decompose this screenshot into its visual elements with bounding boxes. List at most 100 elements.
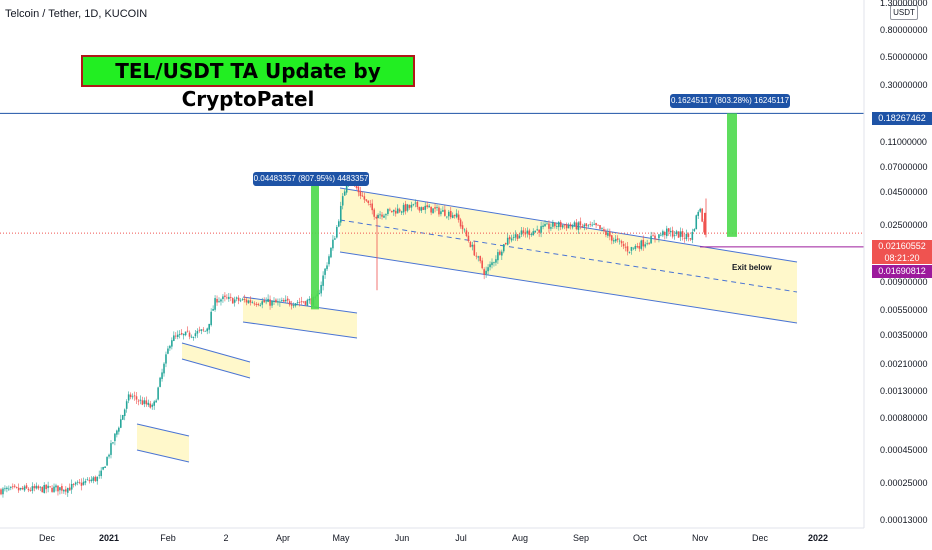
candle-body [100, 470, 102, 477]
candle-body [324, 268, 326, 275]
candle-body [391, 210, 393, 213]
time-axis-label: Jun [394, 533, 410, 543]
candle-body [357, 186, 360, 193]
candle-body [622, 243, 625, 247]
candle-body [290, 304, 293, 306]
candle-body [504, 243, 507, 245]
candle-body [65, 489, 67, 492]
candle-body [660, 234, 662, 236]
candle-body [473, 244, 476, 256]
candle-body [387, 209, 389, 214]
candle-body [534, 230, 537, 233]
candle-body [693, 229, 696, 232]
candle-body [557, 222, 560, 228]
candle-body [220, 299, 222, 302]
candle-body [552, 221, 554, 227]
candle-body [94, 476, 97, 481]
candle-body [155, 400, 157, 403]
candle-body [341, 196, 344, 206]
candle-body [267, 298, 269, 302]
candle-body [428, 205, 430, 208]
measure-label-1[interactable]: 0.04483357 (807.95%) 4483357 [253, 172, 369, 186]
time-axis-label: Feb [160, 533, 176, 543]
candle-body [41, 486, 44, 493]
candle-body [581, 226, 584, 228]
candle-body [479, 256, 482, 262]
candle-body [514, 234, 517, 238]
candle-body [385, 214, 387, 216]
candle-body [665, 228, 668, 237]
candle-body [528, 230, 531, 236]
candle-body [68, 487, 71, 491]
candle-body [556, 226, 558, 227]
candle-body [110, 443, 112, 455]
candle-body [208, 323, 210, 330]
candle-body [59, 487, 61, 491]
candle-body [273, 300, 275, 302]
candle-body [241, 299, 244, 300]
candle-body [652, 235, 654, 237]
candle-body [612, 240, 615, 242]
candle-body [691, 231, 694, 240]
candle-body [169, 345, 171, 349]
price-axis-label: 0.00900000 [880, 277, 928, 288]
candle-body [373, 209, 375, 217]
candle-body [630, 247, 633, 251]
candle-body [318, 293, 320, 295]
projection-bar-2 [727, 113, 737, 237]
candle-body [218, 300, 220, 302]
candle-body [339, 205, 342, 223]
candle-body [526, 230, 529, 234]
candle-body [263, 300, 265, 303]
candle-body [304, 301, 307, 305]
candle-body [577, 222, 580, 230]
candle-body [120, 419, 122, 428]
candle-body [540, 226, 542, 233]
candle-body [416, 201, 419, 208]
candle-body [8, 488, 10, 490]
candle-body [231, 298, 234, 304]
candle-body [418, 206, 421, 211]
candle-body [467, 235, 470, 242]
candle-body [259, 304, 262, 306]
candle-body [66, 488, 69, 493]
candle-body [84, 480, 87, 483]
title-banner: TEL/USDT TA Update by CryptoPatel [81, 55, 415, 111]
time-axis-label: Dec [751, 533, 769, 543]
candle-body [190, 336, 193, 338]
candle-body [675, 231, 678, 235]
candle-body [573, 222, 576, 227]
candle-body [277, 301, 279, 303]
candle-body [463, 229, 466, 231]
candle-body [404, 203, 407, 212]
price-axis-label: 0.00210000 [880, 358, 928, 369]
candle-body [396, 208, 399, 214]
candle-body [255, 303, 258, 305]
time-axis-label: Oct [632, 533, 648, 543]
candle-body [15, 487, 18, 488]
candle-body [689, 238, 692, 240]
candle-body [618, 240, 621, 242]
candle-body [106, 457, 108, 466]
candle-body [251, 302, 254, 304]
candle-body [522, 230, 525, 233]
candle-body [13, 485, 16, 487]
candle-body [133, 395, 136, 397]
currency-selector[interactable]: USDT [890, 5, 918, 20]
candle-body [294, 303, 297, 306]
candle-body [165, 354, 167, 364]
candle-body [559, 221, 562, 228]
candle-body [112, 442, 114, 444]
channel-lower-line [181, 358, 251, 379]
candle-body [642, 239, 645, 247]
channel-band [182, 343, 250, 378]
candle-body [104, 466, 106, 469]
measure-label-2[interactable]: 0.16245117 (803.28%) 16245117 [670, 94, 790, 108]
candle-body [650, 235, 652, 244]
price-axis-label: 0.00550000 [880, 304, 928, 315]
candle-body [125, 401, 128, 409]
candle-body [88, 480, 91, 482]
candle-body [436, 207, 438, 209]
candle-body [644, 244, 646, 247]
